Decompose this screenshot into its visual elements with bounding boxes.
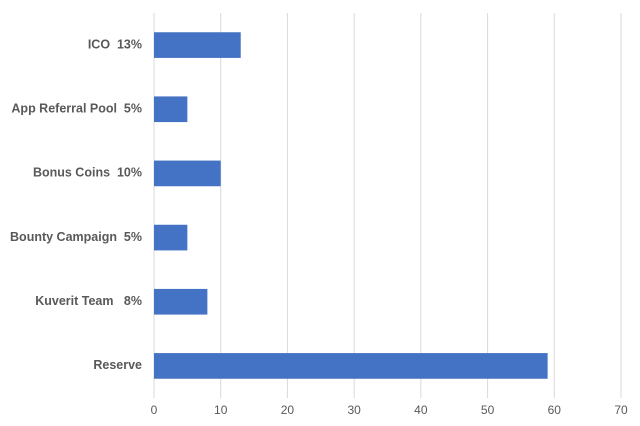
y-tick-label: Bounty Campaign 5% (10, 230, 142, 244)
y-tick-label: Kuverit Team 8% (35, 294, 142, 308)
x-tick-label: 70 (614, 403, 628, 417)
y-tick-label: App Referral Pool 5% (11, 102, 142, 116)
x-tick-label: 0 (151, 403, 158, 417)
x-tick-label: 60 (548, 403, 562, 417)
y-tick-label: Bonus Coins 10% (33, 166, 142, 180)
x-tick-label: 20 (281, 403, 295, 417)
bar (154, 96, 188, 123)
bar (154, 353, 548, 379)
x-tick-label: 10 (214, 403, 228, 417)
bar (154, 288, 208, 315)
y-tick-label: ICO 13% (88, 37, 142, 51)
x-tick-label: 50 (481, 403, 495, 417)
bar (154, 32, 241, 58)
x-tick-label: 40 (414, 403, 428, 417)
bar (154, 160, 221, 187)
x-tick-label: 30 (347, 403, 361, 417)
y-tick-label: Reserve (93, 358, 142, 372)
bar (154, 224, 188, 251)
